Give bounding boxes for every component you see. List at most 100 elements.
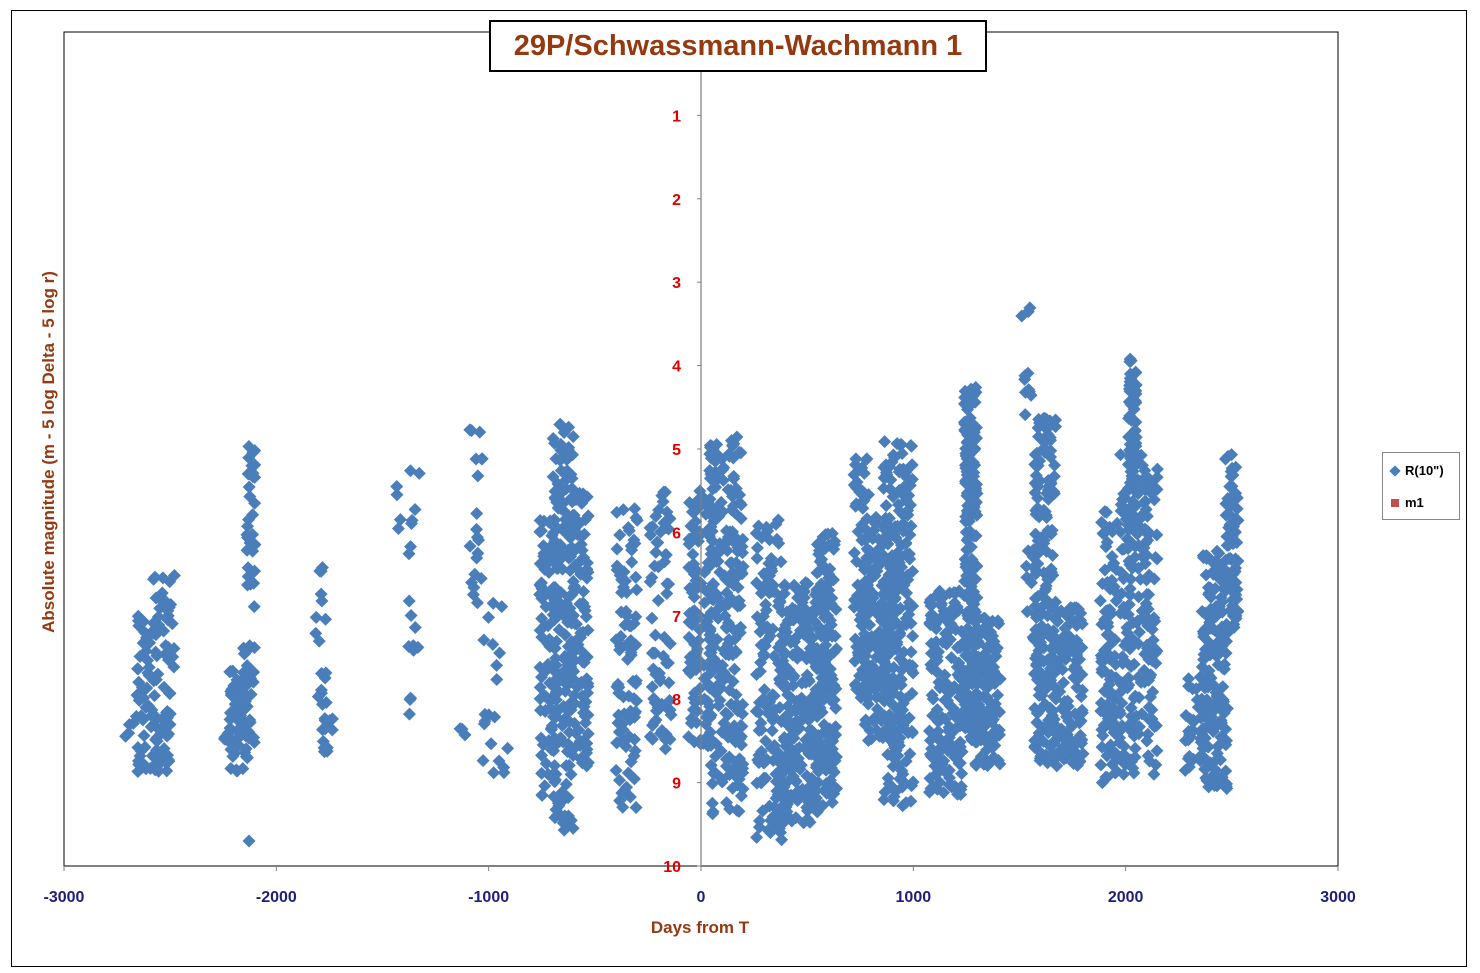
data-point [559,777,573,791]
data-point [393,513,407,527]
data-point [242,513,256,527]
data-point [727,719,741,733]
data-point [864,596,878,610]
data-point [704,605,718,619]
data-point [1122,671,1136,685]
data-point [903,747,917,761]
data-point [132,693,146,707]
data-point [814,659,828,673]
data-point [621,652,635,666]
data-point [885,712,899,726]
data-point [727,662,741,676]
data-point [992,617,1006,631]
data-point [879,635,893,649]
data-point [759,603,773,617]
data-point [656,495,670,509]
data-point [723,802,737,816]
data-point [787,669,801,683]
data-point [810,758,824,772]
data-point [682,561,696,575]
data-point [649,713,663,727]
data-point [991,688,1005,702]
data-point [861,683,875,697]
data-point [247,600,261,614]
data-point [609,763,623,777]
data-point [1204,756,1218,770]
data-point [476,754,490,768]
data-point [1128,424,1142,438]
data-point [925,646,939,660]
data-point [1113,707,1127,721]
data-point [896,774,910,788]
data-point [481,610,495,624]
data-point [703,439,717,453]
data-point [1135,707,1149,721]
data-point [1075,667,1089,681]
data-point [774,673,788,687]
data-point [967,434,981,448]
data-point [1203,714,1217,728]
data-point [1202,587,1216,601]
data-point [861,553,875,567]
data-point [1044,444,1058,458]
data-point [1150,744,1164,758]
data-point [1204,671,1218,685]
data-point [167,660,181,674]
data-point [759,520,773,534]
data-point [820,622,834,636]
data-point [980,743,994,757]
data-point [734,730,748,744]
data-point [466,588,480,602]
data-point [822,729,836,743]
data-point [879,723,893,737]
data-point [988,727,1002,741]
data-point [865,659,879,673]
data-point [784,788,798,802]
data-point [622,619,636,633]
data-point [1103,672,1117,686]
data-point [862,641,876,655]
data-point [629,638,643,652]
chart-title-box: 29P/Schwassmann-Wachmann 1 [489,20,987,72]
data-point [390,488,404,502]
data-point [565,588,579,602]
data-point [1041,726,1055,740]
data-point [879,554,893,568]
data-point [775,799,789,813]
data-point [1182,672,1196,686]
data-point [649,545,663,559]
data-point [1220,782,1234,796]
data-point [613,793,627,807]
x-tick-label: 3000 [1320,889,1356,906]
data-point [455,722,469,736]
y-tick-label: 10 [663,859,681,876]
data-point [687,497,701,511]
data-point [879,511,893,525]
data-point [551,790,565,804]
data-point [147,708,161,722]
data-point [1205,646,1219,660]
data-point [578,716,592,730]
data-point [930,782,944,796]
data-point [655,723,669,737]
data-point [979,627,993,641]
data-point [942,730,956,744]
data-point [721,530,735,544]
data-point [547,540,561,554]
data-point [620,609,634,623]
data-point [1067,662,1081,676]
data-point [721,637,735,651]
data-point [724,697,738,711]
data-point [691,534,705,548]
data-point [490,658,504,672]
data-point [899,618,913,632]
data-point [535,748,549,762]
data-point [1033,416,1047,430]
data-point [484,737,498,751]
data-point [954,779,968,793]
data-point [825,795,839,809]
data-point [889,744,903,758]
data-point [629,511,643,525]
data-point [857,466,871,480]
